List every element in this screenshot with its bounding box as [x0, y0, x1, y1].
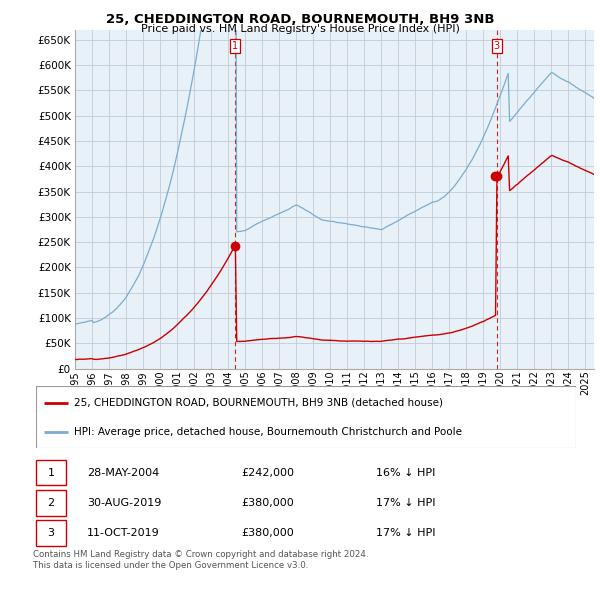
Text: This data is licensed under the Open Government Licence v3.0.: This data is licensed under the Open Gov…	[33, 560, 308, 569]
Text: 17% ↓ HPI: 17% ↓ HPI	[376, 498, 436, 508]
Text: 2: 2	[47, 498, 55, 508]
Text: 30-AUG-2019: 30-AUG-2019	[88, 498, 161, 508]
Text: 16% ↓ HPI: 16% ↓ HPI	[376, 468, 436, 477]
Text: £242,000: £242,000	[241, 468, 294, 477]
Text: 1: 1	[47, 468, 55, 477]
Text: 3: 3	[47, 528, 55, 538]
Text: HPI: Average price, detached house, Bournemouth Christchurch and Poole: HPI: Average price, detached house, Bour…	[74, 427, 462, 437]
FancyBboxPatch shape	[36, 520, 66, 546]
Text: £380,000: £380,000	[241, 528, 294, 538]
Text: Price paid vs. HM Land Registry's House Price Index (HPI): Price paid vs. HM Land Registry's House …	[140, 24, 460, 34]
Text: 11-OCT-2019: 11-OCT-2019	[88, 528, 160, 538]
Text: 3: 3	[494, 41, 500, 51]
FancyBboxPatch shape	[36, 386, 576, 448]
Text: 25, CHEDDINGTON ROAD, BOURNEMOUTH, BH9 3NB (detached house): 25, CHEDDINGTON ROAD, BOURNEMOUTH, BH9 3…	[74, 398, 443, 408]
Text: 17% ↓ HPI: 17% ↓ HPI	[376, 528, 436, 538]
Text: 1: 1	[232, 41, 238, 51]
FancyBboxPatch shape	[36, 490, 66, 516]
Text: £380,000: £380,000	[241, 498, 294, 508]
Text: 28-MAY-2004: 28-MAY-2004	[88, 468, 160, 477]
Text: 25, CHEDDINGTON ROAD, BOURNEMOUTH, BH9 3NB: 25, CHEDDINGTON ROAD, BOURNEMOUTH, BH9 3…	[106, 13, 494, 26]
Text: Contains HM Land Registry data © Crown copyright and database right 2024.: Contains HM Land Registry data © Crown c…	[33, 550, 368, 559]
FancyBboxPatch shape	[36, 460, 66, 486]
